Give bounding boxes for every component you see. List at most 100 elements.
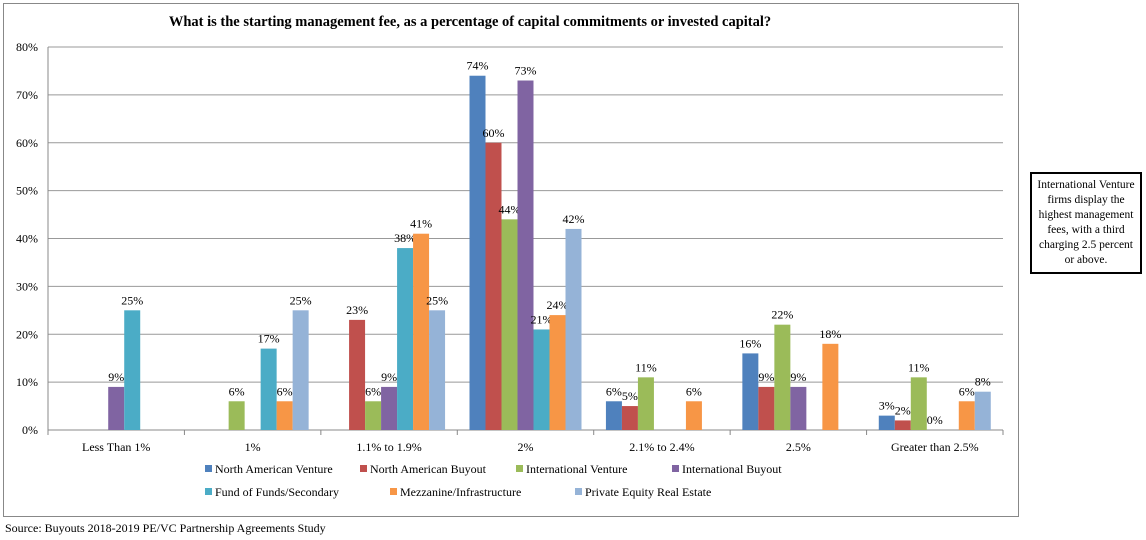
legend-label: Fund of Funds/Secondary bbox=[215, 485, 339, 499]
x-tick-label: 1% bbox=[245, 440, 261, 454]
bar bbox=[276, 401, 293, 430]
legend-swatch bbox=[360, 465, 367, 472]
bar bbox=[878, 415, 895, 430]
chart-title: What is the starting management fee, as … bbox=[169, 14, 771, 30]
data-label: 9% bbox=[381, 370, 397, 384]
data-label: 42% bbox=[563, 212, 585, 226]
data-label: 23% bbox=[346, 303, 368, 317]
data-label: 8% bbox=[975, 375, 991, 389]
bar bbox=[381, 386, 398, 430]
y-tick-label: 20% bbox=[16, 327, 38, 341]
data-label: 6% bbox=[686, 384, 702, 398]
bar bbox=[910, 377, 927, 430]
data-label: 18% bbox=[819, 327, 841, 341]
data-label: 9% bbox=[108, 370, 124, 384]
legend-swatch bbox=[672, 465, 679, 472]
bar bbox=[958, 401, 975, 430]
bar bbox=[742, 353, 759, 430]
data-label: 21% bbox=[531, 312, 553, 326]
x-tick-label: Greater than 2.5% bbox=[891, 440, 979, 454]
bar bbox=[822, 343, 839, 430]
bar bbox=[365, 401, 382, 430]
bar bbox=[685, 401, 702, 430]
bar bbox=[974, 391, 991, 430]
data-label: 0% bbox=[927, 413, 943, 427]
data-label: 44% bbox=[499, 202, 521, 216]
data-label: 41% bbox=[410, 217, 432, 231]
data-label: 9% bbox=[790, 370, 806, 384]
bar bbox=[124, 310, 141, 430]
data-label: 11% bbox=[908, 360, 930, 374]
data-label: 74% bbox=[467, 59, 489, 73]
legend-swatch bbox=[575, 488, 582, 495]
data-label: 16% bbox=[739, 336, 761, 350]
data-label: 60% bbox=[483, 126, 505, 140]
data-label: 73% bbox=[515, 64, 537, 78]
bar bbox=[108, 386, 125, 430]
x-tick-label: Less Than 1% bbox=[82, 440, 150, 454]
y-tick-label: 0% bbox=[22, 423, 38, 437]
bar bbox=[637, 377, 654, 430]
legend-swatch bbox=[205, 465, 212, 472]
bar bbox=[894, 420, 911, 430]
legend-label: International Buyout bbox=[682, 462, 782, 476]
bar bbox=[774, 324, 791, 430]
bar bbox=[565, 228, 582, 430]
legend-swatch bbox=[205, 488, 212, 495]
bar bbox=[349, 319, 366, 430]
y-tick-label: 40% bbox=[16, 232, 38, 246]
data-label: 25% bbox=[121, 293, 143, 307]
data-label: 25% bbox=[290, 293, 312, 307]
x-tick-label: 2% bbox=[518, 440, 534, 454]
data-label: 6% bbox=[365, 384, 381, 398]
x-tick-label: 2.5% bbox=[786, 440, 811, 454]
data-label: 24% bbox=[547, 298, 569, 312]
legend-label: North American Buyout bbox=[370, 462, 487, 476]
bar bbox=[501, 219, 518, 430]
legend-swatch bbox=[390, 488, 397, 495]
bar bbox=[533, 329, 550, 430]
y-tick-label: 60% bbox=[16, 136, 38, 150]
bar bbox=[413, 233, 430, 430]
bar bbox=[790, 386, 807, 430]
bar bbox=[517, 80, 534, 430]
data-label: 2% bbox=[895, 403, 911, 417]
chart-frame bbox=[3, 3, 1019, 517]
data-label: 6% bbox=[959, 384, 975, 398]
legend-label: Private Equity Real Estate bbox=[585, 485, 711, 499]
legend-label: International Venture bbox=[526, 462, 627, 476]
data-label: 17% bbox=[258, 332, 280, 346]
bar bbox=[228, 401, 245, 430]
data-label: 5% bbox=[622, 389, 638, 403]
y-tick-label: 50% bbox=[16, 184, 38, 198]
legend-label: North American Venture bbox=[215, 462, 333, 476]
y-tick-label: 30% bbox=[16, 279, 38, 293]
source-note: Source: Buyouts 2018-2019 PE/VC Partners… bbox=[5, 521, 326, 535]
bar bbox=[758, 386, 775, 430]
bar bbox=[485, 142, 502, 430]
bar bbox=[469, 75, 486, 430]
legend-swatch bbox=[516, 465, 523, 472]
data-label: 38% bbox=[394, 231, 416, 245]
bar bbox=[260, 348, 277, 430]
y-tick-label: 70% bbox=[16, 88, 38, 102]
x-tick-label: 1.1% to 1.9% bbox=[356, 440, 421, 454]
data-label: 6% bbox=[606, 384, 622, 398]
data-label: 9% bbox=[758, 370, 774, 384]
bar bbox=[605, 401, 622, 430]
callout-box: International Venture firms display the … bbox=[1030, 172, 1142, 274]
data-label: 3% bbox=[879, 399, 895, 413]
y-tick-label: 10% bbox=[16, 375, 38, 389]
data-label: 6% bbox=[229, 384, 245, 398]
data-label: 6% bbox=[277, 384, 293, 398]
bar bbox=[549, 315, 566, 430]
data-label: 25% bbox=[426, 293, 448, 307]
bar bbox=[292, 310, 309, 430]
bar bbox=[429, 310, 446, 430]
data-label: 22% bbox=[771, 308, 793, 322]
data-label: 11% bbox=[635, 360, 657, 374]
bar bbox=[397, 248, 414, 430]
bar bbox=[621, 406, 638, 430]
legend-label: Mezzanine/Infrastructure bbox=[400, 485, 521, 499]
